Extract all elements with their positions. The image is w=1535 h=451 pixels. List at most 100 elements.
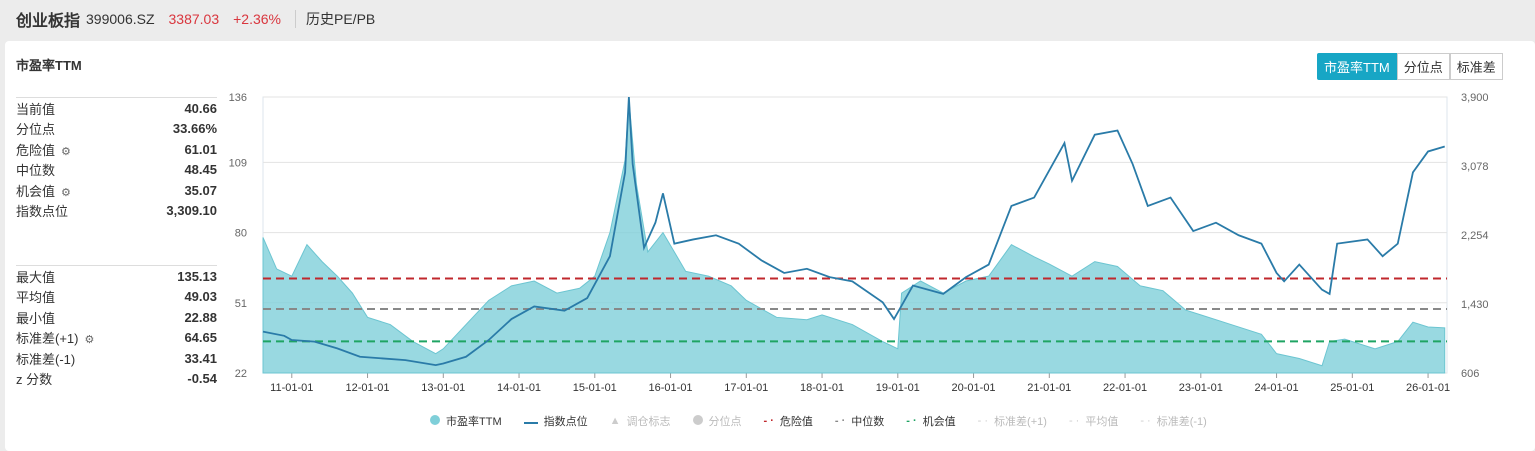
stat-label: 当前值 xyxy=(16,101,56,117)
stat-label-wrap: z 分数 xyxy=(16,369,52,388)
legend-label: 平均值 xyxy=(1085,416,1119,428)
stat-label-wrap: 当前值 xyxy=(16,99,55,118)
legend-item[interactable]: - · 机会值 xyxy=(906,413,955,429)
stat-value: 33.41 xyxy=(184,350,217,366)
x-tick-label: 18-01-01 xyxy=(800,382,844,394)
metric-toggle: 市盈率TTM 分位点 标准差 xyxy=(1317,53,1503,80)
stat-value: 48.45 xyxy=(184,162,217,178)
stat-label-wrap: 指数点位 xyxy=(16,201,68,220)
stat-row: 危险值 ⚙ 61.01 xyxy=(16,139,217,160)
legend-marker-icon xyxy=(430,414,440,428)
stat-label-wrap: 最大值 xyxy=(16,267,55,286)
stat-label-wrap: 最小值 xyxy=(16,308,55,327)
chart-legend: 市盈率TTM 指数点位 ▲ 调仓标志 分位点 - · 危险值 - · 中位数 - · 机会值 - · 标… xyxy=(430,413,1207,429)
index-price: 3387.03 xyxy=(168,11,220,27)
pe-area xyxy=(262,99,1446,374)
stat-value: -0.54 xyxy=(187,371,217,387)
legend-marker-icon xyxy=(692,414,703,428)
tab-percentile[interactable]: 分位点 xyxy=(1396,53,1450,80)
gear-icon[interactable]: ⚙ xyxy=(61,186,71,199)
x-tick-label: 14-01-01 xyxy=(497,382,541,394)
x-tick-label: 23-01-01 xyxy=(1179,382,1223,394)
index-line xyxy=(262,96,1445,367)
stat-row: 平均值 49.03 xyxy=(16,287,217,308)
left-tick-label: 136 xyxy=(229,92,247,104)
stat-row: 机会值 ⚙ 35.07 xyxy=(16,180,217,201)
left-tick-label: 22 xyxy=(235,368,247,380)
x-tick-label: 12-01-01 xyxy=(346,382,390,394)
divider xyxy=(295,10,296,28)
stat-label-wrap: 危险值 ⚙ xyxy=(16,140,71,159)
x-tick-label: 19-01-01 xyxy=(876,382,920,394)
stat-value: 35.07 xyxy=(184,182,217,198)
stat-value: 61.01 xyxy=(184,141,217,157)
stat-label-wrap: 标准差(+1) ⚙ xyxy=(16,328,94,347)
legend-item[interactable]: - · 平均值 xyxy=(1069,413,1118,429)
stat-label: 平均值 xyxy=(16,290,56,306)
index-change: +2.36% xyxy=(233,11,281,27)
legend-item[interactable]: - · 标准差(+1) xyxy=(978,413,1047,429)
stat-label: 最大值 xyxy=(16,269,56,285)
index-name: 创业板指 xyxy=(16,13,81,30)
legend-label: 分位点 xyxy=(708,416,742,428)
tab-pe-ttm[interactable]: 市盈率TTM xyxy=(1317,53,1397,80)
stat-row: 分位点 33.66% xyxy=(16,119,217,140)
legend-marker-icon: - · xyxy=(763,415,774,427)
legend-marker-icon: - · xyxy=(977,415,989,427)
left-tick-label: 109 xyxy=(229,157,247,169)
legend-item[interactable]: ▲ 调仓标志 xyxy=(610,413,671,429)
gear-icon[interactable]: ⚙ xyxy=(84,334,95,347)
legend-label: 指数点位 xyxy=(543,416,588,428)
stat-row: z 分数 -0.54 xyxy=(16,369,217,390)
stat-label: 指数点位 xyxy=(16,204,69,220)
stat-value: 49.03 xyxy=(184,289,217,305)
gear-icon[interactable]: ⚙ xyxy=(61,145,71,158)
right-tick-label: 3,078 xyxy=(1461,161,1489,173)
stat-row: 当前值 40.66 xyxy=(16,98,217,119)
stats-history: 最大值 135.13 平均值 49.03 最小值 22.88 标准差(+1) ⚙ 64.65 标准… xyxy=(16,265,217,389)
stat-label: 标准差(+1) xyxy=(16,331,79,347)
stat-label-wrap: 平均值 xyxy=(16,287,55,306)
legend-item[interactable]: 指数点位 xyxy=(523,413,588,429)
stat-row: 最大值 135.13 xyxy=(16,266,217,287)
stat-row: 中位数 48.45 xyxy=(16,160,217,181)
stat-row: 最小值 22.88 xyxy=(16,307,217,328)
legend-item[interactable]: 市盈率TTM xyxy=(430,413,502,429)
stat-value: 3,309.10 xyxy=(166,203,217,219)
legend-item[interactable]: 分位点 xyxy=(692,413,742,429)
x-tick-label: 22-01-01 xyxy=(1103,382,1147,394)
chart-card xyxy=(5,41,1535,451)
right-tick-label: 2,254 xyxy=(1461,230,1489,242)
x-tick-label: 25-01-01 xyxy=(1330,382,1374,394)
x-tick-label: 17-01-01 xyxy=(724,382,768,394)
stat-label-wrap: 机会值 ⚙ xyxy=(16,181,71,200)
legend-marker-icon: - · xyxy=(906,415,917,427)
stat-label: 分位点 xyxy=(16,122,56,138)
stat-label: 危险值 xyxy=(16,142,56,158)
x-tick-label: 20-01-01 xyxy=(952,382,996,394)
tab-std-dev[interactable]: 标准差 xyxy=(1449,53,1503,80)
legend-marker-icon xyxy=(523,415,538,427)
legend-marker-icon: ▲ xyxy=(609,415,621,427)
stats-current: 当前值 40.66 分位点 33.66% 危险值 ⚙ 61.01 中位数 48.45 机会值 ⚙ 35… xyxy=(16,97,217,221)
right-tick-label: 606 xyxy=(1461,368,1479,380)
legend-item[interactable]: - · 中位数 xyxy=(835,413,884,429)
history-pe-pb-link[interactable]: 历史PE/PB xyxy=(306,11,376,27)
stat-row: 标准差(+1) ⚙ 64.65 xyxy=(16,328,217,349)
stat-value: 135.13 xyxy=(177,268,217,284)
stat-row: 指数点位 3,309.10 xyxy=(16,201,217,222)
x-tick-label: 13-01-01 xyxy=(421,382,465,394)
stat-value: 40.66 xyxy=(184,100,217,116)
x-tick-label: 24-01-01 xyxy=(1255,382,1299,394)
legend-item[interactable]: - · 危险值 xyxy=(764,413,813,429)
stat-label-wrap: 分位点 xyxy=(16,119,55,138)
stat-label: 机会值 xyxy=(16,183,56,199)
x-tick-label: 15-01-01 xyxy=(573,382,617,394)
stat-label: z 分数 xyxy=(16,372,53,388)
right-tick-label: 1,430 xyxy=(1461,299,1489,311)
x-tick-label: 21-01-01 xyxy=(1027,382,1071,394)
stat-value: 64.65 xyxy=(184,330,217,346)
left-tick-label: 51 xyxy=(235,298,247,310)
legend-item[interactable]: - · 标准差(-1) xyxy=(1140,413,1207,429)
